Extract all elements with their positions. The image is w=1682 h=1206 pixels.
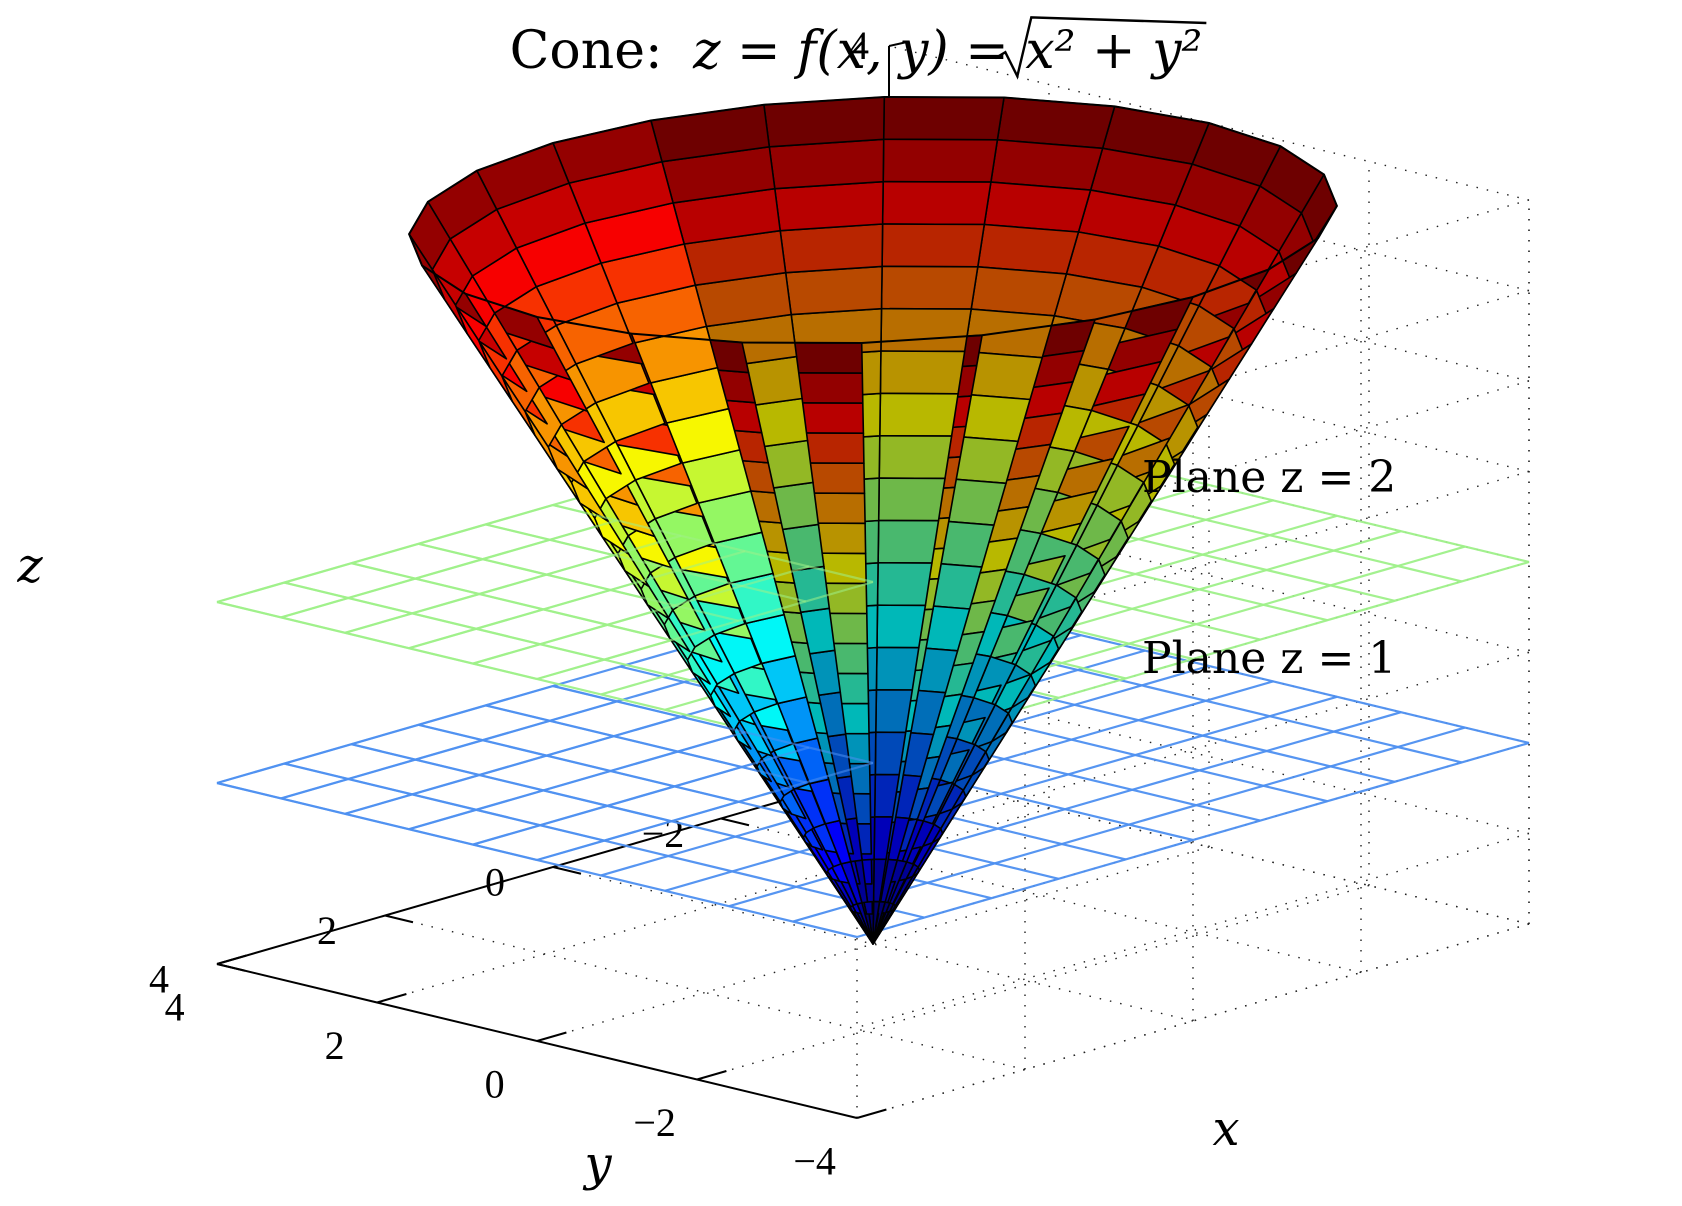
- chart-title: Cone: z = f(x, y) = x² + y²: [510, 21, 1203, 81]
- title-expr: z = f(x, y) =: [692, 21, 1025, 81]
- plane-grid-line-front: [418, 542, 739, 622]
- plane-grid-line-front: [283, 762, 605, 842]
- x-tick-label: 0: [485, 1062, 505, 1107]
- plane-grid-line-front: [344, 534, 682, 634]
- cone-face-inner: [874, 689, 914, 734]
- plane-grid-line-front: [351, 743, 672, 823]
- x-tick-label: 2: [325, 1023, 345, 1068]
- x-tick-mark: [376, 993, 407, 1004]
- cone-face-inner: [881, 180, 992, 226]
- plane-grid-line-front: [552, 684, 874, 765]
- plane-label: Plane z = 2: [1142, 452, 1396, 503]
- plane-grid-line-front: [485, 523, 807, 603]
- y-tick-label: −2: [642, 811, 685, 856]
- sqrt-radical: [994, 16, 1207, 80]
- title-sqrt-arg: x² + y²: [1025, 21, 1202, 81]
- z-tick-label: 4: [849, 23, 869, 68]
- x-tick-label: 4: [165, 985, 185, 1030]
- plane-grid-line-front: [351, 562, 672, 642]
- cone-face-inner: [881, 223, 986, 268]
- grid-wall-x-horizontal: [856, 199, 1530, 395]
- plane-grid-line-front: [536, 761, 874, 862]
- plane-grid-line-front: [472, 565, 810, 665]
- plane-label: Plane z = 1: [1142, 633, 1396, 684]
- plane-grid-line-front: [418, 723, 739, 803]
- planes-front: Plane z = 1 Plane z = 2: [216, 452, 1396, 862]
- grid-wall-x-horizontal: [856, 923, 1530, 1119]
- cone-face-inner: [773, 180, 885, 232]
- x-tick-mark: [856, 1108, 887, 1119]
- cone-face-inner: [768, 138, 885, 190]
- plane-grid-line-front: [408, 550, 746, 650]
- plane-grid-line-front: [280, 519, 618, 619]
- labels: Cone: z = f(x, y) = x² + y² x y z: [16, 16, 1240, 1192]
- grid-floor-y: [384, 914, 1026, 1071]
- plane-grid-line-front: [344, 715, 682, 815]
- x-tick-mark: [216, 954, 247, 965]
- plane-grid-line-front: [216, 600, 538, 681]
- y-tick-label: 4: [149, 956, 169, 1001]
- plane-grid-line-front: [216, 781, 538, 862]
- cone-face-inner: [990, 139, 1104, 191]
- cone-face-inner: [875, 646, 920, 691]
- grid-floor-x: [696, 884, 1370, 1081]
- z-axis-label: z: [16, 538, 43, 594]
- cone-face-inner: [880, 265, 979, 310]
- grid-wall-x-horizontal: [856, 380, 1530, 576]
- plane-grid-line-front: [485, 704, 807, 784]
- cone-face-inner: [983, 181, 1092, 233]
- cone-face-inner: [876, 561, 933, 607]
- y-tick-mark: [552, 866, 582, 875]
- cone-face-inner: [882, 138, 999, 183]
- cone-face-inner: [878, 392, 959, 437]
- cone-face-inner: [876, 604, 927, 649]
- plane-grid-line-front: [472, 746, 810, 846]
- cone-face-inner: [970, 265, 1068, 317]
- y-tick-mark: [216, 963, 246, 972]
- y-tick-label: 0: [485, 859, 505, 904]
- plane-grid-line-front: [283, 581, 605, 661]
- cone-face-inner: [976, 223, 1080, 275]
- grid-floor-x: [536, 846, 1210, 1042]
- y-axis-label: y: [582, 1136, 612, 1192]
- x-tick-label: −4: [793, 1139, 836, 1184]
- cone-face-inner: [779, 223, 884, 274]
- x-tick-label: −2: [633, 1100, 676, 1145]
- cone-rim: [407, 95, 1339, 345]
- x-tick-mark: [536, 1031, 567, 1042]
- cone-face-inner: [880, 307, 973, 353]
- plane-grid-line-front: [216, 684, 554, 785]
- x-tick-mark: [696, 1070, 727, 1081]
- cone-surface: [407, 95, 1339, 945]
- plane-grid-line-front: [408, 731, 746, 831]
- x-axis-label: x: [1212, 1101, 1239, 1157]
- grid-wall-x-horizontal: [856, 651, 1530, 848]
- cone-face-inner: [877, 519, 940, 564]
- grid-wall-x-horizontal: [856, 832, 1530, 1029]
- z-tick-mark: [888, 41, 908, 47]
- cone-face-inner: [879, 350, 966, 395]
- y-tick-mark: [720, 817, 750, 827]
- cone-face-inner: [878, 434, 953, 480]
- plane-grid-line-front: [216, 503, 554, 604]
- y-tick-mark: [384, 914, 414, 924]
- title-prefix: Cone:: [510, 21, 663, 81]
- cone-face-inner: [877, 477, 946, 522]
- y-tick-label: 2: [317, 908, 337, 953]
- plane-grid-line-front: [280, 700, 618, 800]
- grid-wall-x-horizontal: [856, 470, 1530, 667]
- plane-grid-line-front: [552, 503, 874, 584]
- cone-face-inner: [784, 265, 883, 316]
- plane-grid-line-front: [536, 580, 874, 681]
- cone-face-inner: [882, 96, 1005, 141]
- grid-wall-x-horizontal: [856, 289, 1530, 486]
